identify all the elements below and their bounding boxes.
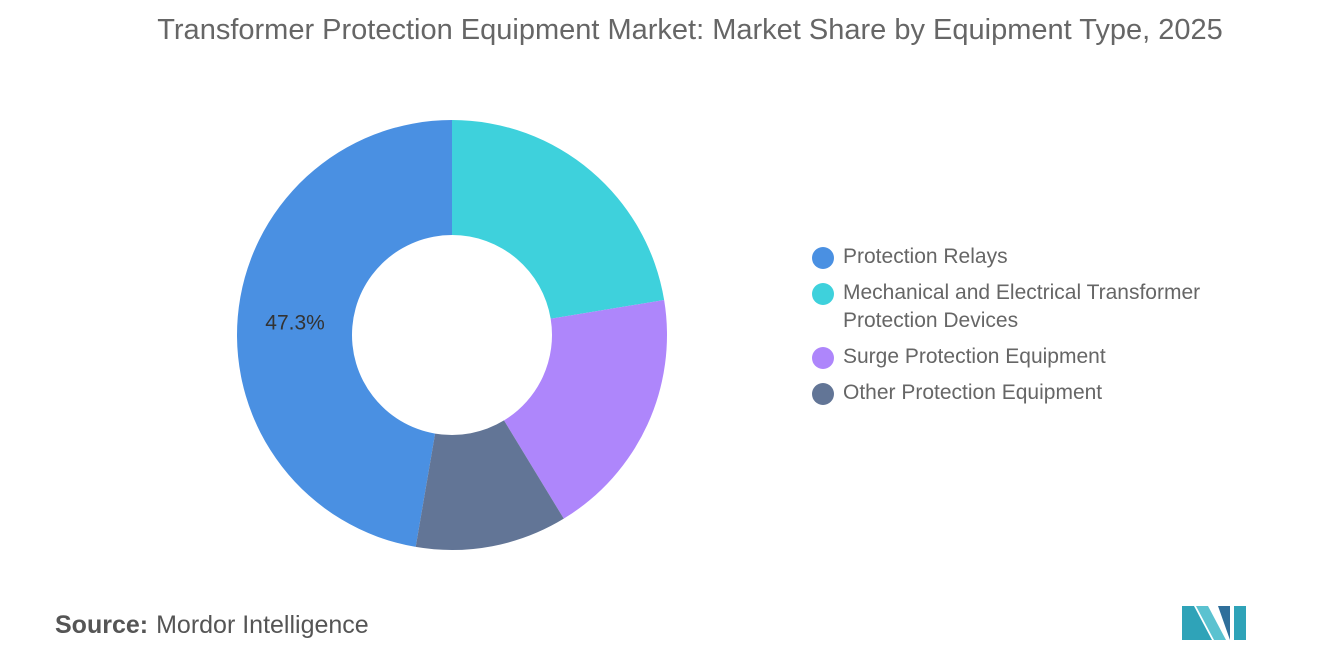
legend-swatch-other-protection — [812, 383, 834, 405]
legend-label-other-protection: Other Protection Equipment — [843, 381, 1103, 404]
source-note: Source: Mordor Intelligence — [55, 611, 369, 640]
donut-slice-mechanical-electrical — [452, 120, 665, 319]
chart-legend: Protection Relays Mechanical and Electri… — [812, 243, 1282, 415]
legend-swatch-surge-protection — [812, 347, 834, 369]
source-text: Mordor Intelligence — [156, 611, 369, 639]
donut-slice-surge-protection — [503, 300, 667, 519]
donut-slice-protection-relays — [236, 120, 452, 547]
legend-label-mechanical-electrical: Mechanical and Electrical Transformer Pr… — [843, 281, 1201, 332]
data-label-protection-relays: 47.3% — [265, 312, 325, 335]
legend-item-mechanical-electrical: Mechanical and Electrical Transformer Pr… — [812, 279, 1282, 335]
donut-data-labels: 47.3% — [265, 312, 325, 335]
chart-title: Transformer Protection Equipment Market:… — [157, 14, 1223, 46]
legend-label-protection-relays: Protection Relays — [843, 245, 1008, 268]
source-label: Source: — [55, 611, 149, 639]
legend-item-surge-protection: Surge Protection Equipment — [812, 343, 1282, 371]
legend-item-other-protection: Other Protection Equipment — [812, 379, 1282, 407]
donut-slice-other-protection — [415, 420, 564, 551]
legend-swatch-mechanical-electrical — [812, 283, 834, 305]
legend-label-surge-protection: Surge Protection Equipment — [843, 345, 1106, 368]
legend-item-protection-relays: Protection Relays — [812, 243, 1282, 271]
legend-swatch-protection-relays — [812, 247, 834, 269]
mordor-intelligence-logo-icon — [1182, 606, 1246, 640]
donut-slices — [236, 120, 667, 551]
